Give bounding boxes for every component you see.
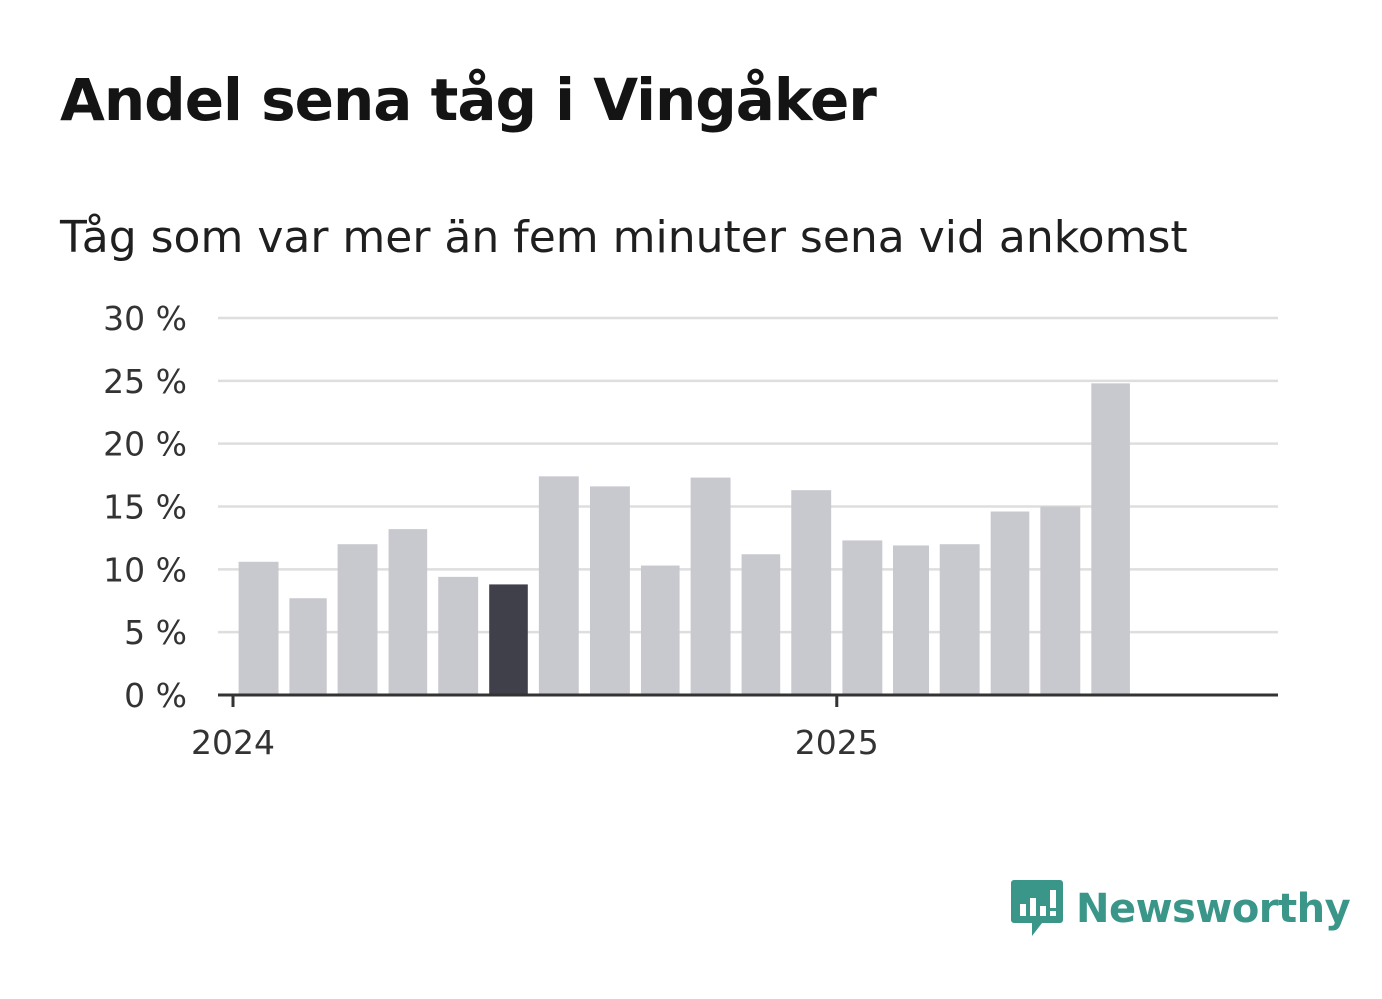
bar [388,529,428,695]
bar [489,584,528,695]
y-tick-label: 20 % [103,425,187,464]
y-tick-label: 10 % [103,550,187,589]
bar [289,598,327,695]
y-tick-label: 5 % [124,613,187,652]
bar [690,477,731,695]
bars [238,383,1130,695]
bar [791,490,832,695]
y-tick-label: 30 % [103,299,187,338]
y-tick-label: 15 % [103,488,187,527]
brand-logo: Newsworthy [1010,878,1351,940]
chart-subtitle: Tåg som var mer än fem minuter sena vid … [60,212,1188,263]
bar [238,561,279,695]
x-tick-label: 2024 [191,723,275,762]
bar [990,511,1030,695]
bar-chart-speech-bubble-icon [1011,880,1063,936]
bar [939,544,980,695]
bar [741,554,781,695]
bar [538,476,579,695]
y-tick-label: 25 % [103,362,187,401]
bar [438,576,479,695]
bar [1091,383,1130,695]
brand-name: Newsworthy [1076,886,1351,932]
bar [893,545,930,695]
bar [590,486,630,695]
x-tick-label: 2025 [795,723,879,762]
x-axis: 2024 2025 [191,693,1278,762]
bar [842,540,883,695]
bar [640,565,680,695]
bar [337,544,378,695]
y-tick-label: 0 % [124,676,187,715]
y-axis-ticks: 0 % 5 % 10 % 15 % 20 % 25 % 30 % [103,299,187,715]
chart-title: Andel sena tåg i Vingåker [60,66,877,134]
bar [1040,506,1081,695]
